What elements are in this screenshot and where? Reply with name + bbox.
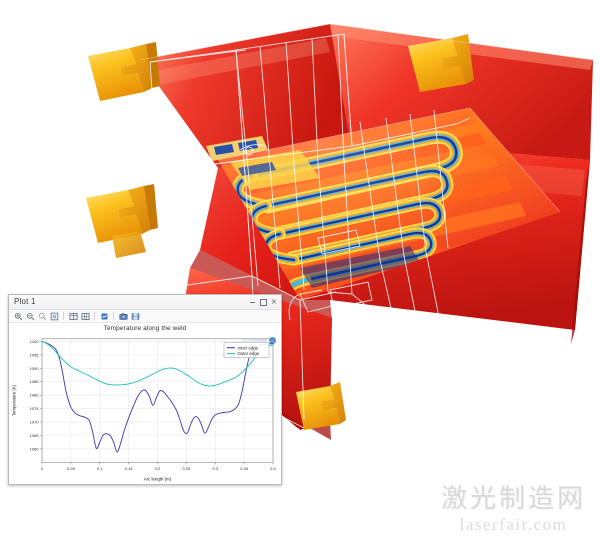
probe-marker [206, 136, 320, 190]
svg-text:0.05: 0.05 [67, 466, 76, 471]
chart-title: Temperature along the weld [103, 325, 187, 332]
maximize-button[interactable] [259, 298, 267, 306]
image-snapshot-icon[interactable] [118, 311, 128, 321]
svg-text:Outer edge: Outer edge [238, 351, 260, 356]
svg-text:0.1: 0.1 [97, 466, 103, 471]
plot-overlay-badge [241, 337, 276, 344]
svg-text:1085: 1085 [29, 379, 39, 384]
window-controls: × [248, 298, 278, 306]
svg-text:1080: 1080 [29, 393, 39, 398]
watermark-latin: laserfair.com [459, 515, 568, 534]
svg-text:1060: 1060 [29, 446, 39, 451]
plot-window-titlebar[interactable]: Plot 1 × [9, 295, 281, 310]
svg-text:1095: 1095 [29, 352, 39, 357]
series-outer-edge [42, 341, 273, 387]
overlay-bar [241, 339, 267, 342]
svg-text:0.2: 0.2 [155, 466, 161, 471]
plot-toolbar[interactable] [9, 310, 281, 323]
zoom-in-icon[interactable] [13, 311, 23, 321]
svg-text:Temperature (K): Temperature (K) [11, 384, 16, 416]
table-icon[interactable] [68, 311, 78, 321]
clamp-lower-right [296, 382, 346, 430]
separator-2 [94, 312, 95, 320]
wireframe-overlay [149, 33, 471, 431]
plot-canvas[interactable]: Temperature along the weld 0 0.05 0.1 0.15 0… [9, 323, 281, 484]
separator-3 [113, 312, 114, 320]
svg-text:0: 0 [41, 466, 44, 471]
svg-text:1090: 1090 [29, 366, 39, 371]
svg-text:Arc length (m): Arc length (m) [144, 477, 172, 482]
svg-text:0.35: 0.35 [240, 466, 249, 471]
clamp-top-right [408, 34, 474, 92]
edge-highlights [139, 23, 594, 213]
separator-1 [63, 312, 64, 320]
minimize-button[interactable] [248, 298, 256, 306]
clamp-mid-left [86, 184, 158, 243]
zoom-out-icon[interactable] [25, 311, 35, 321]
clamp-upper-left [88, 42, 160, 101]
svg-text:1065: 1065 [29, 433, 39, 438]
clamp-bottom-left [112, 231, 146, 258]
svg-text:1070: 1070 [29, 420, 39, 425]
svg-text:0.15: 0.15 [125, 466, 134, 471]
svg-text:1100: 1100 [30, 339, 40, 344]
plot-window-title: Plot 1 [14, 297, 36, 306]
zoom-extents-icon[interactable] [49, 311, 59, 321]
zoom-box-icon[interactable] [37, 311, 47, 321]
series-inner-edge [42, 341, 273, 453]
grid-icon[interactable] [80, 311, 90, 321]
overlay-dot-icon [269, 337, 276, 344]
close-button[interactable]: × [270, 297, 278, 306]
plot-icon[interactable] [99, 311, 109, 321]
svg-text:0.25: 0.25 [182, 466, 191, 471]
line-chart[interactable]: 0 0.05 0.1 0.15 0.2 0.25 0.3 0.35 0.4 1060 1065 107… [9, 323, 281, 484]
svg-text:0.4: 0.4 [270, 466, 276, 471]
svg-text:0.3: 0.3 [212, 466, 218, 471]
svg-text:1075: 1075 [29, 406, 39, 411]
svg-text:Inner edge: Inner edge [238, 345, 259, 350]
export-icon[interactable] [130, 311, 140, 321]
plot-window[interactable]: Plot 1 × [8, 294, 282, 485]
